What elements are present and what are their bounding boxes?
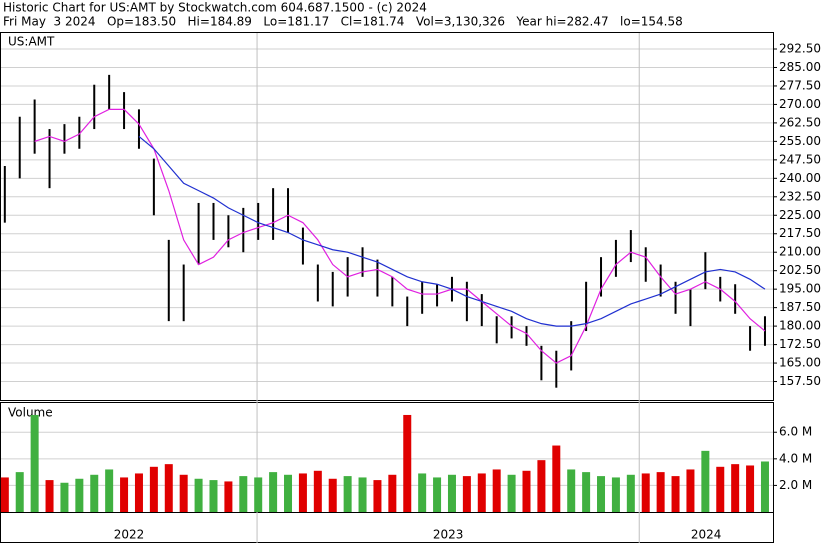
symbol-label: US:AMT (8, 35, 55, 49)
volume-bar (149, 466, 158, 512)
volume-bar (686, 469, 695, 512)
volume-bar (403, 414, 412, 512)
y-tick-label: 285.00 (779, 60, 821, 74)
volume-bar (641, 473, 650, 512)
volume-bar (611, 477, 620, 512)
volume-bar (552, 445, 561, 512)
volume-bar (134, 473, 143, 512)
volume-bar (537, 460, 546, 512)
moving-average (34, 108, 766, 364)
y-tick-label: 225.00 (779, 208, 821, 222)
volume-bar (239, 476, 248, 512)
y-tick-label: 172.50 (779, 337, 821, 351)
x-tick-label: 2024 (691, 528, 722, 542)
volume-bar (60, 482, 69, 512)
y-tick-label: 292.50 (779, 42, 821, 56)
volume-bar (269, 472, 278, 512)
volume-bar (522, 470, 531, 512)
y-tick-label: 6.0 M (779, 425, 812, 439)
y-tick-label: 255.00 (779, 134, 821, 148)
volume-bar (418, 473, 427, 512)
volume-bar (224, 481, 233, 512)
y-tick-label: 210.00 (779, 245, 821, 259)
x-tick-label: 2022 (114, 528, 145, 542)
volume-bar (626, 474, 635, 512)
y-tick-label: 240.00 (779, 171, 821, 185)
volume-bar (194, 478, 203, 512)
quote-line: Fri May 3 2024 Op=183.50 Hi=184.89 Lo=18… (3, 15, 683, 29)
volume-bar (45, 480, 54, 512)
y-tick-label: 247.50 (779, 152, 821, 166)
y-tick-label: 165.00 (779, 356, 821, 370)
y-tick-label: 4.0 M (779, 451, 812, 465)
volume-bar (30, 414, 39, 512)
volume-bar (358, 477, 367, 512)
volume-label: Volume (8, 406, 53, 420)
volume-bar (462, 476, 471, 512)
volume-bar (120, 477, 129, 512)
volume-bar (701, 450, 710, 512)
volume-bar (373, 480, 382, 512)
volume-bar (433, 477, 442, 512)
volume-bar (75, 478, 84, 512)
volume-bar (254, 477, 263, 512)
y-tick-label: 277.50 (779, 78, 821, 92)
volume-bar (313, 470, 322, 512)
volume-bar (447, 474, 456, 512)
y-tick-label: 195.00 (779, 282, 821, 296)
volume-bar (731, 464, 740, 512)
volume-bar (15, 472, 24, 512)
y-tick-label: 217.50 (779, 226, 821, 240)
y-tick-label: 262.50 (779, 115, 821, 129)
volume-bar (209, 480, 218, 512)
volume-bar (284, 474, 293, 512)
volume-bar (671, 476, 680, 512)
y-tick-label: 202.50 (779, 263, 821, 277)
volume-bar (597, 476, 606, 512)
volume-bar (492, 469, 501, 512)
volume-bar (164, 464, 173, 512)
volume-bar (582, 472, 591, 512)
y-tick-label: 180.00 (779, 319, 821, 333)
y-tick-label: 270.00 (779, 97, 821, 111)
x-tick-label: 2023 (433, 528, 464, 542)
volume-bar (105, 469, 114, 512)
volume-bar (477, 473, 486, 512)
volume-bar (716, 466, 725, 512)
y-tick-label: 2.0 M (779, 478, 812, 492)
volume-bar (760, 461, 769, 512)
volume-bar (507, 474, 516, 512)
volume-bar (388, 474, 397, 512)
volume-bar (746, 465, 755, 512)
volume-bar (179, 474, 188, 512)
y-tick-label: 157.50 (779, 374, 821, 388)
y-tick-label: 187.50 (779, 300, 821, 314)
volume-bar (328, 478, 337, 512)
price-panel (0, 32, 774, 401)
chart-title: Historic Chart for US:AMT by Stockwatch.… (3, 1, 427, 15)
volume-bar (656, 472, 665, 512)
moving-average (138, 135, 766, 327)
volume-bar (567, 469, 576, 512)
volume-bar (298, 473, 307, 512)
volume-bar (343, 476, 352, 512)
volume-bar (90, 474, 99, 512)
volume-bar (0, 477, 9, 512)
y-tick-label: 232.50 (779, 189, 821, 203)
